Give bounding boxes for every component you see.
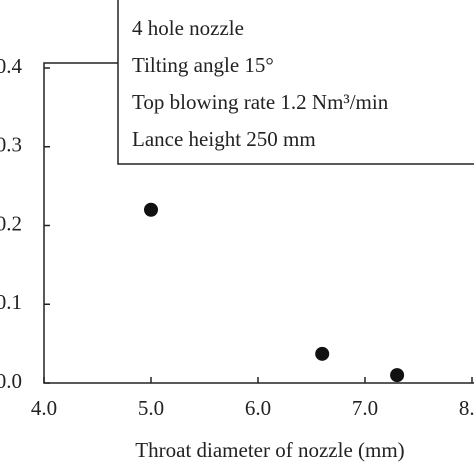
x-tick-label: 4.0 <box>31 396 57 420</box>
annotation: 4 hole nozzle <box>132 16 244 40</box>
y-tick-label: 0.3 <box>0 133 22 157</box>
x-tick-label: 6.0 <box>245 396 271 420</box>
y-tick-label: 0.1 <box>0 290 22 314</box>
x-tick-label: 5.0 <box>138 396 164 420</box>
x-tick-label: 7.0 <box>352 396 378 420</box>
y-tick-label: 0.0 <box>0 369 22 393</box>
annotation: Top blowing rate 1.2 Nm³/min <box>132 90 389 114</box>
point <box>315 346 330 361</box>
annotation: Lance height 250 mm <box>132 127 316 151</box>
y-tick-label: 0.4 <box>0 54 23 78</box>
x-axis-label: Throat diameter of nozzle (mm) <box>135 438 404 462</box>
annotation: Tilting angle 15° <box>132 53 274 77</box>
annotation-box <box>117 0 474 165</box>
y-tick-label: 0.2 <box>0 211 22 235</box>
x-tick-label: 8.0 <box>459 396 474 420</box>
point <box>144 202 158 217</box>
point <box>390 368 405 383</box>
